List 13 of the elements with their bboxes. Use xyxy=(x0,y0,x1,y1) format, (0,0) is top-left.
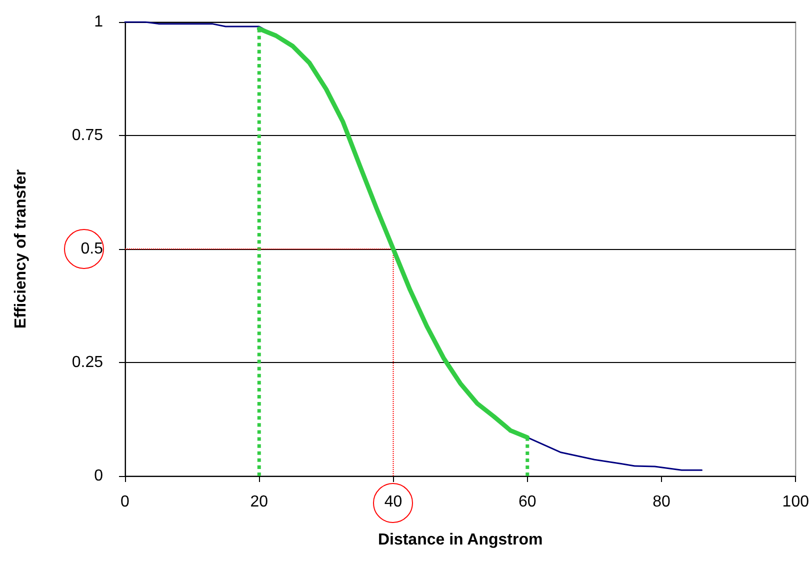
y-axis-title: Efficiency of transfer xyxy=(12,169,30,329)
y-tick-label: 0.75 xyxy=(72,127,104,144)
x-tick-label: 60 xyxy=(518,494,536,510)
y-tick-label: 0 xyxy=(94,468,104,484)
y-tick-label: 0.5 xyxy=(80,240,104,258)
y-tick-label: 0.25 xyxy=(72,354,104,371)
x-tick-label: 0 xyxy=(120,494,130,510)
x-tick-label: 80 xyxy=(652,494,671,510)
y-tick-label: 1 xyxy=(94,14,104,30)
x-axis-title: Distance in Angstrom xyxy=(378,532,543,548)
x-tick-label: 20 xyxy=(250,494,268,510)
x-tick-label: 100 xyxy=(782,494,810,510)
x-tick-label: 40 xyxy=(384,494,402,510)
